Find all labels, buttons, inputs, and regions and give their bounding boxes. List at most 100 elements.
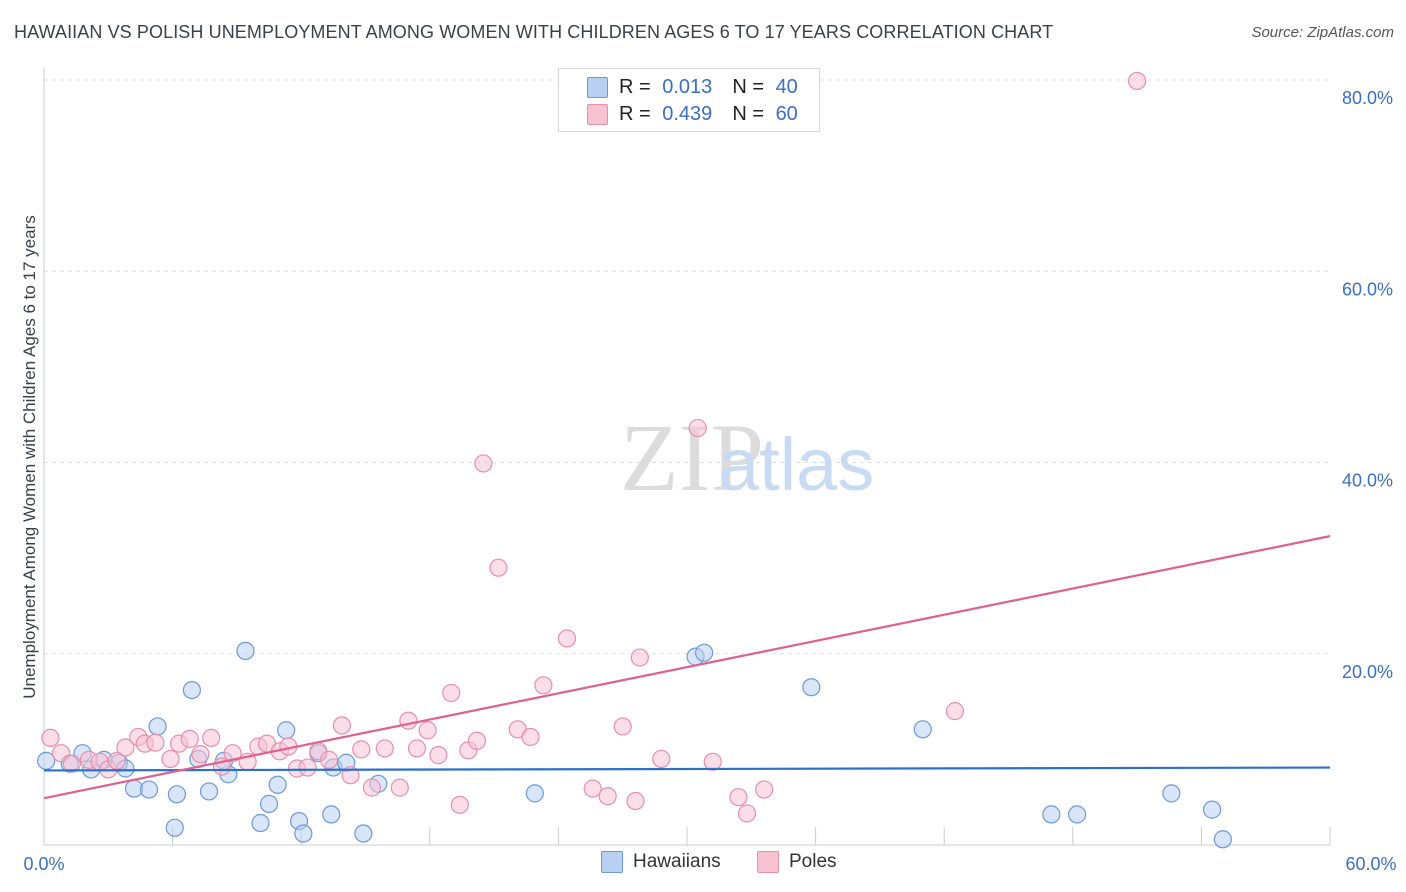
hawaiian-point — [199, 782, 219, 801]
hawaiian-point — [354, 824, 373, 843]
pole-point — [737, 804, 757, 823]
pole-point — [521, 727, 540, 747]
pole-point — [630, 648, 649, 667]
pole-point — [613, 717, 632, 736]
hawaiian-point — [525, 784, 544, 803]
hawaiian-point — [802, 678, 821, 697]
pole-point — [703, 752, 722, 771]
pole-point — [450, 795, 469, 814]
hawaiians-swatch — [587, 77, 608, 98]
pole-point — [534, 676, 553, 695]
legend-row-hawaiians: R = 0.013 N = 40 — [619, 76, 798, 98]
pole-point — [442, 683, 461, 703]
pole-point — [418, 721, 437, 740]
hawaiian-point — [139, 780, 159, 799]
r-label: R = — [619, 75, 651, 98]
hawaiians-legend-swatch — [601, 851, 623, 873]
poles-points — [41, 71, 1147, 823]
pole-point — [202, 728, 221, 748]
hawaiian-point — [167, 785, 186, 804]
hawaiian-point — [259, 794, 279, 813]
poles-trend-line — [43, 535, 1331, 800]
x-tick-label: 0.0% — [23, 854, 64, 874]
pole-point — [191, 745, 210, 764]
pole-point — [390, 778, 409, 797]
pole-point — [945, 702, 965, 721]
poles-legend-swatch — [757, 851, 779, 873]
pole-point — [362, 778, 382, 797]
hawaiian-point — [251, 813, 270, 833]
hawaiians-legend-label: Hawaiians — [633, 851, 721, 872]
pole-point — [1127, 71, 1147, 91]
hawaiian-point — [37, 751, 56, 770]
trend-lines — [43, 535, 1331, 800]
pole-point — [352, 740, 371, 759]
pole-point — [489, 558, 508, 577]
n-value: 60 — [775, 102, 798, 125]
hawaiian-point — [148, 717, 167, 736]
poles-legend-label: Poles — [789, 851, 837, 872]
pole-point — [407, 739, 427, 758]
pole-point — [399, 711, 418, 730]
hawaiian-point — [124, 779, 144, 798]
pole-point — [298, 758, 317, 777]
hawaiian-point — [236, 641, 255, 660]
y-tick-label: 80.0% — [1342, 88, 1393, 108]
legend-item-poles: Poles — [757, 851, 837, 873]
pole-point — [223, 744, 242, 763]
pole-point — [319, 750, 339, 769]
source-label: Source: ZipAtlas.com — [1251, 24, 1394, 41]
hawaiian-point — [1162, 784, 1181, 803]
watermark-atlas: atlas — [718, 423, 874, 506]
axes — [43, 68, 1331, 846]
pole-point — [557, 629, 577, 648]
tick-labels: 20.0% 40.0% 60.0% 80.0% 0.0% 60.0% — [23, 88, 1396, 874]
n-value: 40 — [775, 75, 798, 98]
r-value: 0.013 — [662, 75, 713, 98]
hawaiian-point — [165, 818, 184, 837]
n-label: N = — [732, 75, 764, 98]
pole-point — [62, 754, 81, 773]
correlation-legend: R = 0.013 N = 40 R = 0.439 N = 60 — [558, 68, 820, 132]
pole-point — [583, 779, 602, 798]
pole-point — [688, 418, 707, 438]
pole-point — [429, 746, 448, 765]
y-tick-label: 20.0% — [1342, 662, 1393, 682]
pole-point — [116, 738, 135, 757]
hawaiian-point — [913, 720, 932, 739]
pole-point — [161, 749, 180, 769]
chart-title: HAWAIIAN VS POLISH UNEMPLOYMENT AMONG WO… — [14, 22, 1054, 42]
pole-point — [652, 749, 671, 769]
pole-point — [467, 731, 487, 750]
hawaiian-point — [1042, 805, 1061, 824]
pole-point — [332, 716, 352, 735]
r-value: 0.439 — [662, 102, 713, 125]
pole-point — [341, 766, 360, 785]
hawaiians-trend-line — [43, 766, 1331, 772]
hawaiian-point — [322, 805, 341, 824]
hawaiian-point — [294, 824, 313, 843]
hawaiian-point — [182, 680, 201, 700]
pole-point — [41, 728, 60, 748]
grid-lines — [44, 79, 1330, 655]
poles-swatch — [587, 104, 608, 125]
y-tick-label: 60.0% — [1342, 279, 1393, 299]
hawaiian-point — [695, 643, 714, 662]
pole-point — [180, 729, 199, 748]
legend-item-hawaiians: Hawaiians — [601, 851, 721, 873]
watermark: ZIP atlas — [620, 404, 874, 511]
hawaiian-point — [268, 775, 287, 794]
y-tick-label: 40.0% — [1342, 471, 1393, 491]
legend-row-poles: R = 0.439 N = 60 — [619, 103, 798, 125]
pole-point — [375, 739, 394, 758]
pole-point — [755, 780, 774, 799]
r-label: R = — [619, 102, 651, 125]
hawaiian-point — [277, 721, 296, 740]
pole-point — [598, 787, 617, 806]
x-tick-label: 60.0% — [1345, 854, 1396, 874]
hawaiian-point — [1203, 800, 1222, 819]
pole-point — [474, 454, 493, 473]
hawaiian-point — [1213, 830, 1232, 849]
pole-point — [146, 733, 165, 752]
